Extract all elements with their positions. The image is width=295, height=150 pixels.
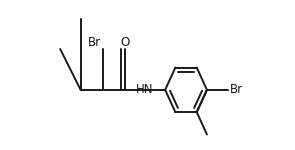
Text: Br: Br (230, 83, 243, 96)
Text: Br: Br (88, 36, 101, 49)
Text: O: O (121, 36, 130, 49)
Text: HN: HN (136, 83, 153, 96)
